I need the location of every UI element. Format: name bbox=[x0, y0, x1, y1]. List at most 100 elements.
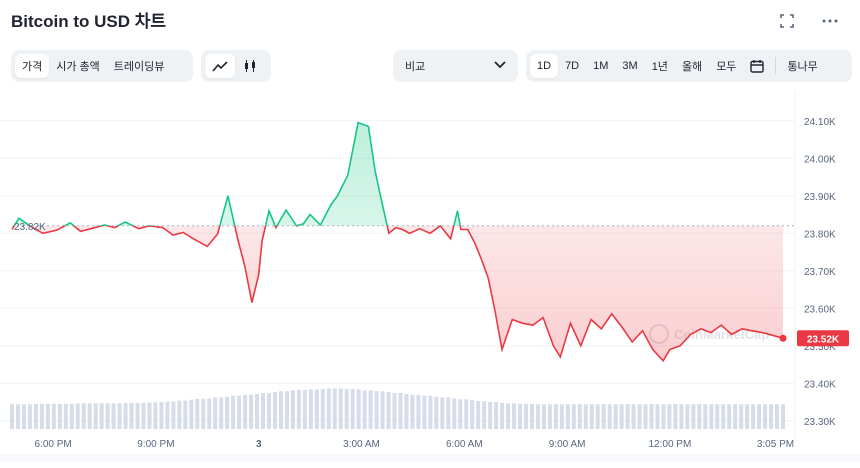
calendar-icon[interactable] bbox=[743, 54, 771, 78]
volume-bar bbox=[601, 404, 606, 429]
volume-bar bbox=[715, 404, 720, 429]
volume-bar bbox=[452, 398, 457, 429]
volume-bar bbox=[290, 390, 295, 429]
tab-tradingview[interactable]: 트레이딩뷰 bbox=[113, 61, 165, 73]
volume-bar bbox=[488, 402, 493, 429]
volume-bar bbox=[374, 391, 379, 429]
y-tick-label: 23.70K bbox=[804, 267, 836, 278]
volume-bar bbox=[33, 403, 38, 429]
y-tick-label: 23.30K bbox=[804, 417, 836, 428]
volume-bar bbox=[613, 404, 618, 429]
volume-bar bbox=[721, 404, 726, 429]
volume-bar bbox=[278, 391, 283, 429]
baseline-label: 23.82K bbox=[14, 222, 46, 233]
volume-bar bbox=[559, 404, 564, 429]
volume-bar bbox=[757, 404, 762, 429]
volume-bar bbox=[183, 400, 188, 429]
candlestick-chart-icon[interactable] bbox=[235, 54, 265, 78]
volume-bar bbox=[21, 404, 26, 429]
volume-bar bbox=[625, 404, 630, 429]
volume-bar bbox=[512, 403, 517, 429]
volume-bar bbox=[189, 399, 194, 429]
volume-bar bbox=[320, 388, 325, 429]
compare-select[interactable]: 비교 bbox=[393, 50, 518, 82]
volume-bar bbox=[368, 390, 373, 429]
volume-bar bbox=[733, 404, 738, 429]
volume-bar bbox=[207, 398, 212, 429]
volume-bar bbox=[153, 402, 158, 429]
volume-bar bbox=[147, 402, 152, 429]
volume-bar bbox=[709, 404, 714, 429]
volume-bar bbox=[434, 396, 439, 429]
volume-bar bbox=[535, 404, 540, 429]
x-tick-label: 6:00 PM bbox=[34, 439, 71, 450]
volume-bar bbox=[69, 403, 74, 429]
volume-bar bbox=[338, 388, 343, 429]
volume-bar bbox=[135, 402, 140, 429]
axes: 23.30K 23.40K 23.50K 23.60K 23.70K 23.80K 23.9… bbox=[0, 92, 860, 463]
tab-range-1m[interactable]: 1M bbox=[593, 60, 609, 72]
volume-bar bbox=[553, 404, 558, 429]
x-tick-label: 12:00 PM bbox=[649, 439, 692, 450]
bottom-strip bbox=[0, 453, 860, 463]
volume-bar bbox=[171, 401, 176, 429]
divider bbox=[775, 57, 777, 75]
y-tick-label: 23.40K bbox=[804, 379, 836, 390]
volume-bar bbox=[410, 394, 415, 429]
tab-range-7d[interactable]: 7D bbox=[565, 60, 580, 72]
volume-bar bbox=[529, 403, 534, 429]
log-scale-toggle[interactable]: 통나무 bbox=[787, 61, 818, 73]
x-tick-label: 9:00 AM bbox=[549, 439, 586, 450]
tab-range-1d[interactable]: 1D bbox=[530, 54, 559, 78]
volume-bar bbox=[458, 399, 463, 429]
volume-bar bbox=[745, 404, 750, 429]
tab-market-cap[interactable]: 시가 총액 bbox=[56, 61, 100, 73]
volume-bar bbox=[571, 404, 576, 429]
volume-bar bbox=[524, 403, 528, 429]
volume-bar bbox=[500, 402, 505, 429]
volume-bar bbox=[619, 404, 624, 429]
tab-price[interactable]: 가격 bbox=[15, 54, 50, 78]
volume-bar bbox=[213, 397, 218, 429]
volume-bar bbox=[416, 394, 421, 429]
volume-bar bbox=[637, 404, 642, 429]
volume-bar bbox=[141, 402, 146, 429]
view-tabs: 가격 시가 총액 트레이딩뷰 bbox=[11, 50, 193, 82]
tab-range-ytd[interactable]: 올해 bbox=[681, 61, 703, 73]
volume-bar bbox=[10, 404, 14, 429]
fullscreen-icon[interactable] bbox=[776, 10, 798, 32]
x-tick-label: 6:00 AM bbox=[446, 439, 483, 450]
volume-bar bbox=[117, 403, 122, 429]
volume-bar bbox=[404, 393, 409, 429]
tab-range-all[interactable]: 모두 bbox=[716, 61, 737, 73]
y-tick-label: 23.50K bbox=[804, 342, 836, 353]
x-tick-label: 3:05 PM bbox=[757, 439, 794, 450]
price-chart[interactable]: CoinMarketCap 23.30K 23.40K 23.50K 23.60K 23… bbox=[0, 92, 860, 463]
volume-bar bbox=[440, 397, 445, 429]
volume-bar bbox=[607, 404, 612, 429]
volume-bar bbox=[739, 404, 744, 429]
volume-bar bbox=[296, 389, 301, 429]
tab-range-1y[interactable]: 1년 bbox=[651, 61, 668, 73]
volume-bar bbox=[272, 392, 277, 429]
more-options-icon[interactable] bbox=[819, 10, 841, 32]
volume-bar bbox=[81, 403, 86, 429]
price-line-down bbox=[11, 225, 784, 363]
volume-bar bbox=[649, 404, 654, 429]
volume-bar bbox=[482, 401, 487, 429]
volume-bar bbox=[261, 393, 266, 429]
volume-bar bbox=[685, 404, 690, 429]
volume-bar bbox=[195, 398, 200, 429]
volume-bar bbox=[159, 402, 164, 429]
chart-type-tabs bbox=[201, 50, 271, 82]
volume-bar bbox=[267, 393, 271, 429]
volume-bar bbox=[494, 402, 499, 429]
volume-bar bbox=[314, 389, 319, 429]
line-chart-icon[interactable] bbox=[205, 54, 235, 78]
current-price-badge bbox=[797, 330, 849, 347]
volume-bar bbox=[470, 400, 475, 429]
tab-range-3m[interactable]: 3M bbox=[622, 60, 638, 72]
volume-bar bbox=[775, 404, 780, 429]
volume-bar bbox=[129, 402, 134, 429]
volume-bar bbox=[177, 400, 182, 429]
